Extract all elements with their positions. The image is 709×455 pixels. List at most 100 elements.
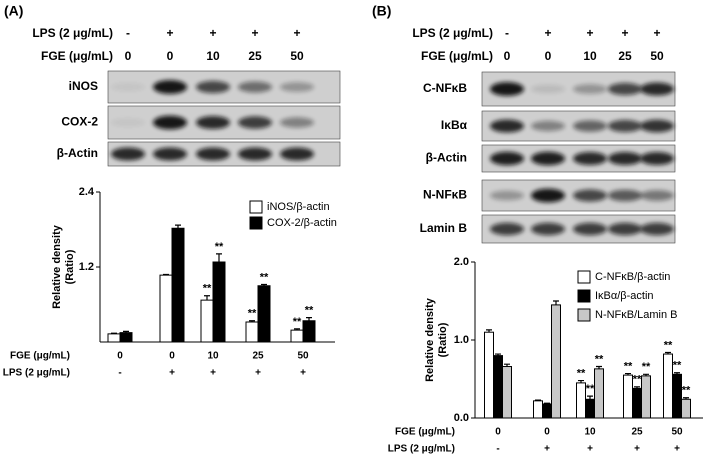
legend-swatch [577,308,591,322]
row-label: FGE (μg/mL) [421,49,493,63]
x-tick-label: 0 [495,427,501,438]
lane-label: 0 [545,49,552,63]
error-bar [674,372,680,375]
lane-label: 0 [504,49,511,63]
y-axis-label: Relative density [51,224,63,309]
x-tick-label: 25 [252,351,264,362]
blot-band [608,82,642,96]
bar [290,329,304,343]
blot-label: β-Actin [426,151,467,165]
bar [302,320,316,343]
bar [119,332,133,343]
lane-label: + [293,26,300,40]
blot-band [280,117,314,128]
blot-band [153,80,187,94]
bar [594,368,604,419]
y-tick-label: 0.0 [454,412,469,424]
blot-band [111,147,145,161]
blot-band [608,151,642,166]
blot-band [490,119,524,133]
error-bar [504,363,510,367]
error-bar [204,295,210,301]
error-bar [294,328,300,331]
blot-label: β-Actin [57,146,98,160]
error-bar [596,365,602,369]
y-tick-label: 2.0 [454,256,469,268]
error-bar [261,283,267,286]
x-tick-label: 10 [207,351,219,362]
blot-band [531,188,565,203]
blot-band [153,115,187,130]
bar [551,304,561,419]
blot-band [640,190,674,201]
x-tick-label: 0 [169,351,175,362]
significance: ** [624,360,633,372]
blot-band [573,189,607,202]
x-tick-label: 25 [631,427,643,438]
bar [663,353,673,419]
bar [672,373,682,419]
blot-band [196,115,230,130]
lane-label: - [126,26,130,40]
row-label: LPS (2 μg/mL) [32,26,113,40]
significance: ** [664,339,673,351]
y-axis-label: Relative density [424,297,436,382]
y-axis-label: (Ratio) [64,249,76,284]
blot-band [238,147,272,161]
error-bar [175,224,181,229]
x-tick-label: 0 [117,351,123,362]
blot-band [490,222,524,236]
error-bar [216,253,222,262]
y-tick-label: 2.4 [79,186,95,198]
x-tick-label: 0 [544,427,550,438]
blot-band [573,151,607,166]
bar [576,382,586,419]
blot-label: COX-2 [61,115,98,129]
y-tick-label: 1.2 [79,261,94,273]
error-bar [535,399,541,401]
significance: ** [203,283,212,295]
row-label: FGE (μg/mL) [10,351,70,362]
lane-label: 0 [167,49,174,63]
significance: ** [633,374,642,386]
error-bar [249,320,255,322]
significance: ** [260,271,269,283]
blot-band [531,222,565,236]
blot-band [490,151,524,166]
bar [493,355,503,419]
x-tick-label: + [587,444,593,455]
blot-band [490,190,524,201]
lane-label: 25 [618,49,632,63]
significance: ** [595,353,604,365]
blot-band [608,189,642,202]
panel-label: (A) [4,3,23,19]
significance: ** [682,385,691,397]
x-tick-label: 50 [671,427,683,438]
bar [542,403,552,419]
bar [632,387,642,419]
lane-label: + [166,26,173,40]
bar [533,400,543,419]
lane-label: + [586,26,593,40]
lane-label: + [653,26,660,40]
significance: ** [305,305,314,317]
blot-band [640,82,674,96]
blot-band [573,84,607,94]
significance: ** [577,367,586,379]
error-bar [306,317,312,321]
blot-band [531,84,565,94]
blot-band [111,118,145,127]
bar [623,374,633,419]
blot-band [573,222,607,236]
blot-band [490,82,524,96]
legend-label: C-NFκB/β-actin [595,271,670,283]
error-bar [486,329,492,333]
significance: ** [642,361,651,373]
blot-label: IκBα [441,118,468,132]
lane-label: 0 [125,49,132,63]
blot-label: iNOS [69,79,98,93]
error-bar [665,351,671,355]
error-bar [495,353,501,356]
error-bar [111,332,117,334]
